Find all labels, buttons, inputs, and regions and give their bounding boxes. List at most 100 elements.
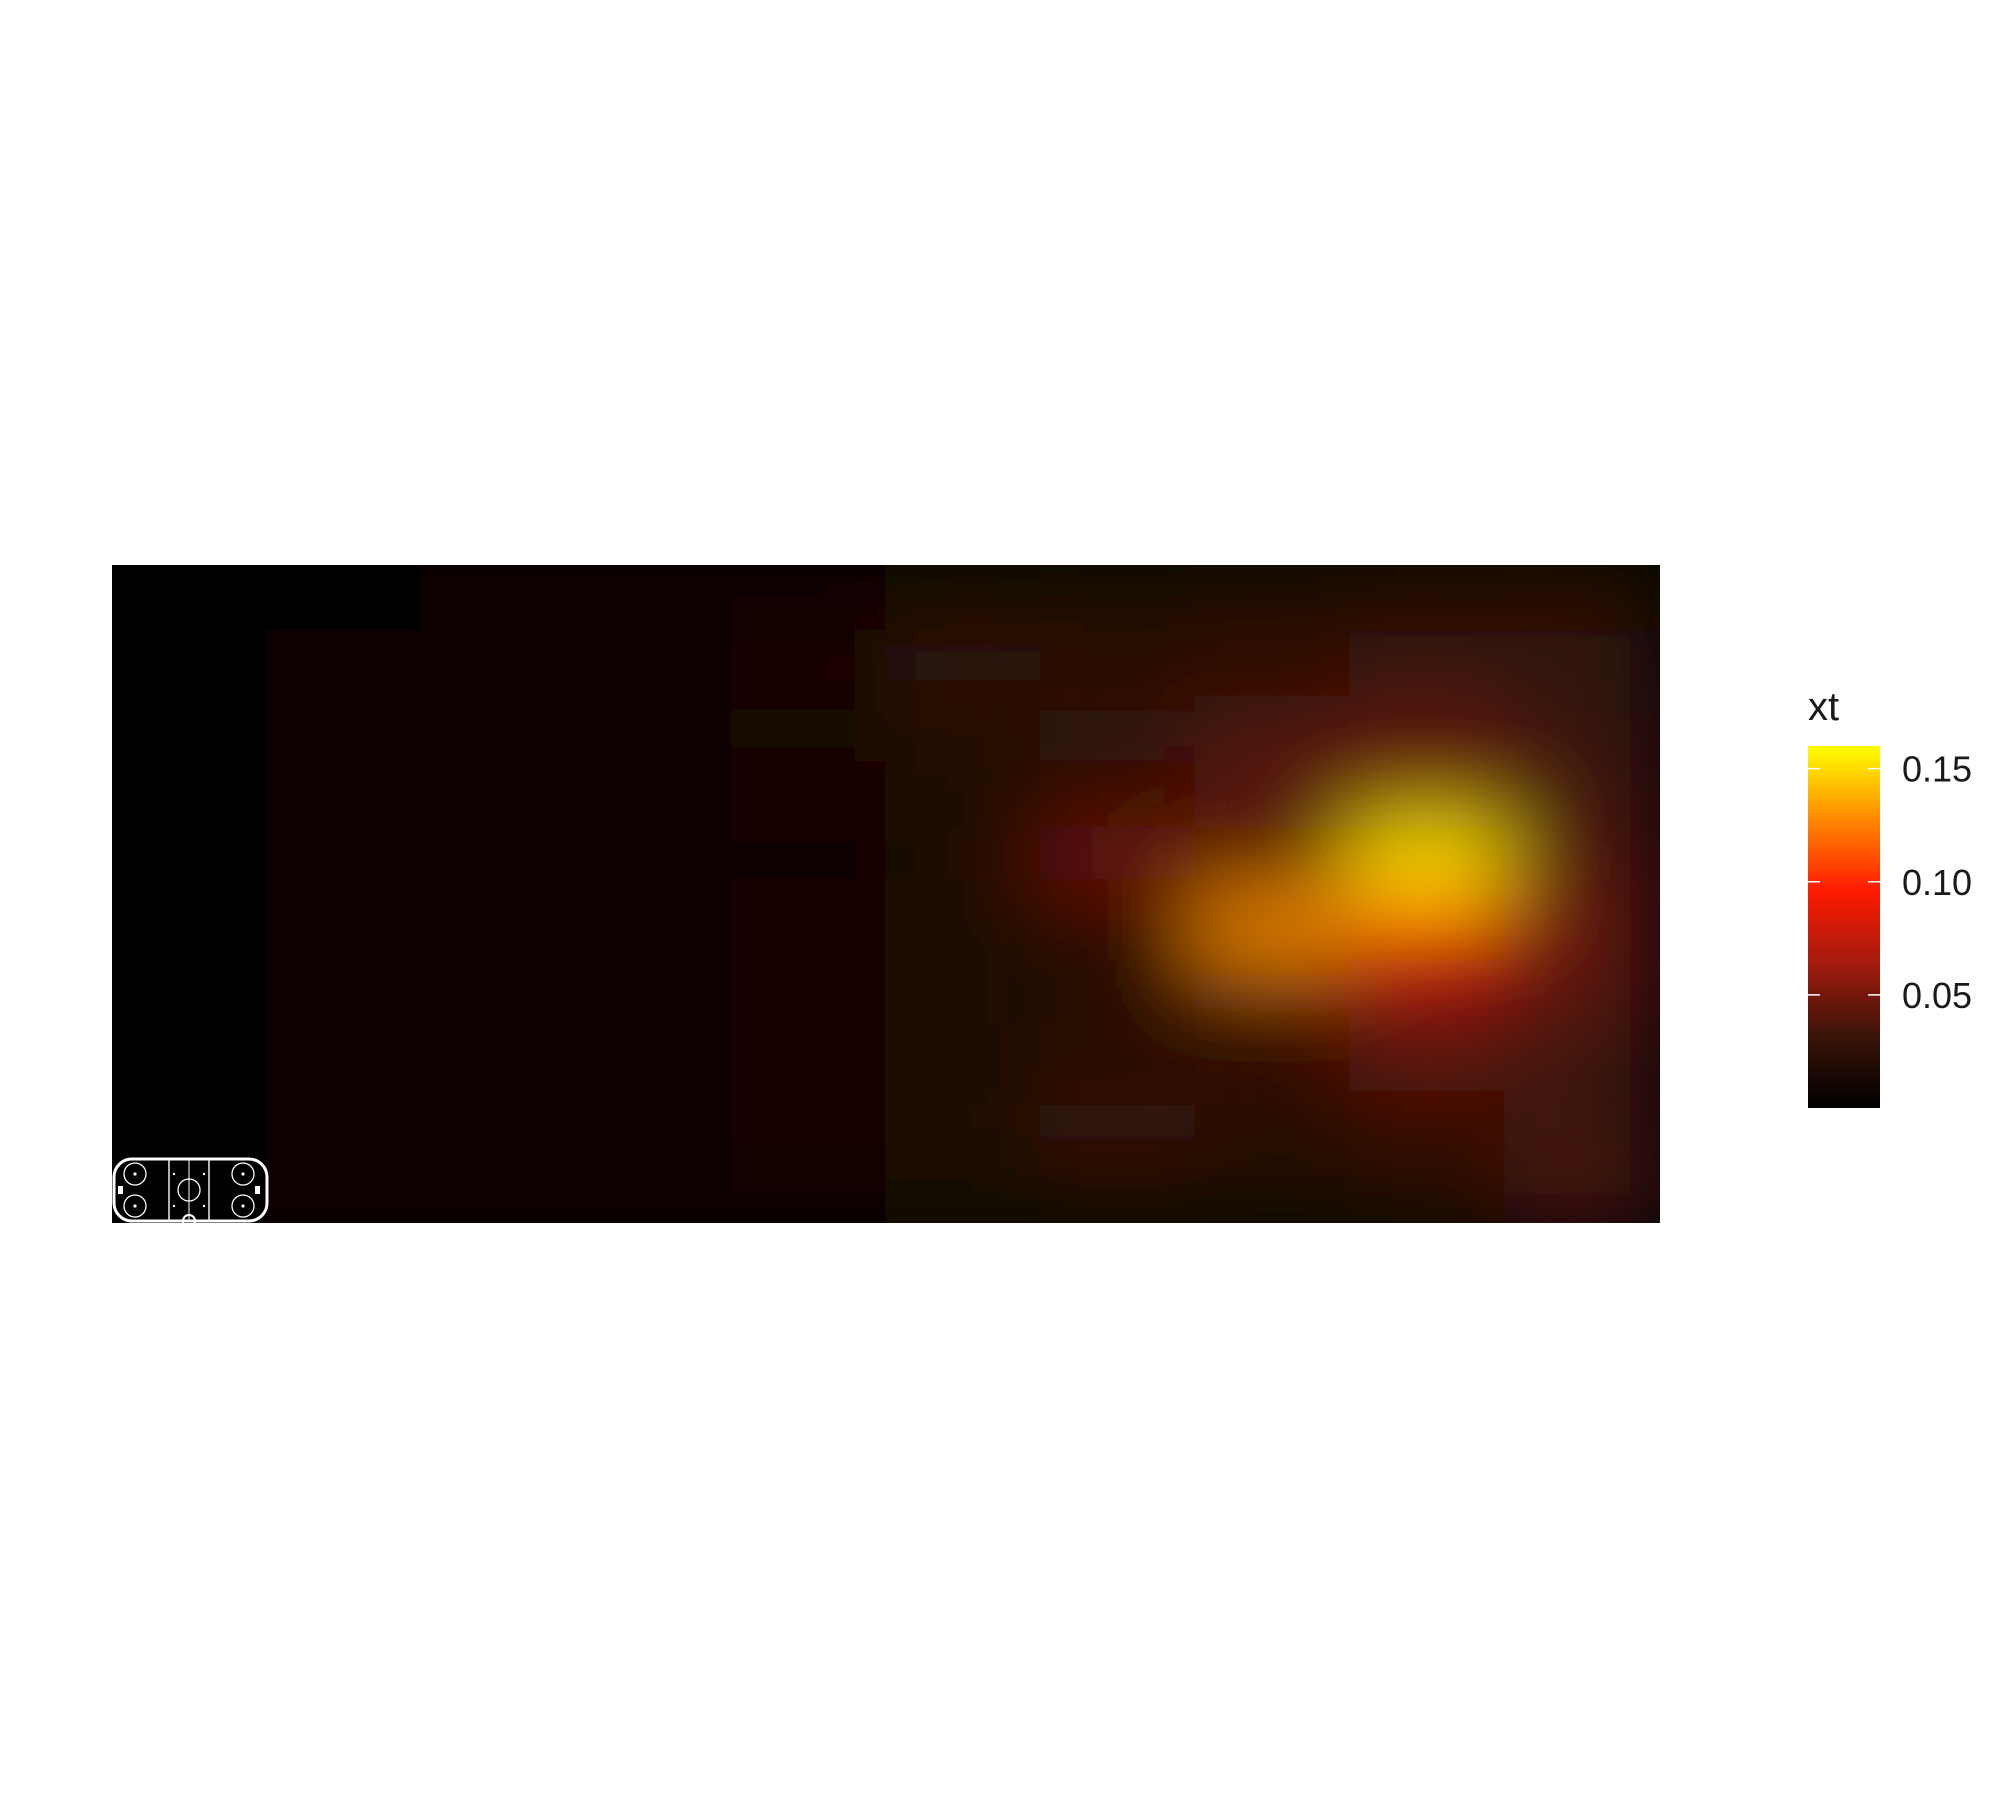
- heatmap-cell: [730, 629, 887, 698]
- heatmap-cell: [1349, 565, 1507, 632]
- heatmap-cell: [1039, 1024, 1197, 1093]
- heatmap-cell: [1039, 827, 1197, 895]
- heatmap-cell: [265, 761, 423, 830]
- heatmap-cell: [420, 1156, 578, 1223]
- heatmap-cell: [575, 1024, 733, 1093]
- heatmap-surface: [112, 565, 1660, 1223]
- heatmap-cell: [265, 695, 423, 764]
- heatmap-cell: [265, 827, 423, 895]
- heatmap-cell: [1194, 629, 1352, 698]
- heatmap-cell: [885, 958, 1042, 1027]
- heatmap-cell: [1039, 893, 1197, 961]
- heatmap-cell: [1504, 629, 1660, 698]
- heatmap-cell: [1194, 761, 1352, 830]
- heatmap-cell: [265, 893, 423, 961]
- heatmap-cell: [112, 1024, 268, 1093]
- heatmap-cell: [420, 565, 578, 632]
- heatmap-cell: [1504, 761, 1660, 830]
- heatmap-cell: [730, 1024, 887, 1093]
- heatmap-cell: [1349, 893, 1507, 961]
- heatmap-cell: [730, 958, 887, 1027]
- heatmap-cell: [1349, 1090, 1507, 1159]
- legend-tick-label: 0.05: [1902, 975, 1972, 1016]
- heatmap-cell: [1039, 695, 1197, 764]
- hockey-rink-icon: [112, 1157, 269, 1228]
- heatmap-cell: [420, 958, 578, 1027]
- heatmap-cell: [730, 893, 887, 961]
- heatmap-cell: [885, 1024, 1042, 1093]
- heatmap-cell: [730, 761, 887, 830]
- heatmap-cell: [1349, 1024, 1507, 1093]
- heatmap-cell: [730, 827, 887, 895]
- heatmap-cell: [1039, 761, 1197, 830]
- heatmap-cell: [575, 629, 733, 698]
- heatmap-cell: [575, 958, 733, 1027]
- heatmap-cell: [885, 893, 1042, 961]
- heatmap-cell: [112, 1090, 268, 1159]
- heatmap-cell: [1194, 565, 1352, 632]
- heatmap-cell: [112, 893, 268, 961]
- heatmap-cell: [1194, 827, 1352, 895]
- heatmap-cell: [1349, 958, 1507, 1027]
- heatmap-cell: [1039, 1156, 1197, 1223]
- heatmap-cell: [1039, 1090, 1197, 1159]
- heatmap-cell: [1194, 1024, 1352, 1093]
- heatmap-cell: [885, 695, 1042, 764]
- heatmap-cell: [885, 1090, 1042, 1159]
- heatmap-cell: [1504, 893, 1660, 961]
- heatmap-cell: [420, 761, 578, 830]
- heatmap-cell: [1349, 1156, 1507, 1223]
- heatmap-cell: [575, 761, 733, 830]
- heatmap-cell: [1194, 1090, 1352, 1159]
- legend-title: xt: [1808, 685, 1839, 729]
- legend-ticks: 0.05 0.10 0.15: [1808, 749, 1972, 1016]
- heatmap-cell: [265, 958, 423, 1027]
- heatmap-cell: [575, 1156, 733, 1223]
- heatmap-cell: [265, 1156, 423, 1223]
- heatmap-cell: [112, 958, 268, 1027]
- heatmap-cell: [575, 827, 733, 895]
- legend-color-bar: [1808, 746, 1880, 1108]
- heatmap-cell: [265, 1090, 423, 1159]
- heatmap-cell: [730, 565, 887, 632]
- heatmap-cell: [420, 827, 578, 895]
- heatmap-cell: [112, 629, 268, 698]
- heatmap-cell: [112, 1156, 268, 1223]
- heatmap-cell: [1504, 1156, 1660, 1223]
- heatmap-cell: [1039, 629, 1197, 698]
- heatmap-cell: [1349, 629, 1507, 698]
- heatmap-cell: [1504, 565, 1660, 632]
- heatmap-cell: [112, 761, 268, 830]
- heatmap-cell: [420, 893, 578, 961]
- heatmap-cell: [420, 1024, 578, 1093]
- heatmap-cell: [1504, 1090, 1660, 1159]
- heatmap-cell: [265, 629, 423, 698]
- heatmap-cell: [1194, 958, 1352, 1027]
- heatmap-cell: [112, 695, 268, 764]
- heatmap-cell: [112, 827, 268, 895]
- heatmap-cell: [885, 1156, 1042, 1223]
- heatmap-cell: [1504, 827, 1660, 895]
- heatmap-cell: [575, 893, 733, 961]
- heatmap-cell: [575, 1090, 733, 1159]
- heatmap-cell: [1349, 827, 1507, 895]
- heatmap-cell: [885, 827, 1042, 895]
- legend-tick-label: 0.10: [1902, 862, 1972, 903]
- heatmap-cell: [575, 565, 733, 632]
- heatmap-cell: [1504, 695, 1660, 764]
- heatmap-cell: [1349, 761, 1507, 830]
- heatmap-cell: [420, 629, 578, 698]
- heatmap-cell: [265, 1024, 423, 1093]
- heatmap-cell: [420, 695, 578, 764]
- heatmap-cell: [885, 761, 1042, 830]
- heatmap-cell: [1194, 893, 1352, 961]
- heatmap-cell: [885, 565, 1042, 632]
- heatmap-cell: [1194, 1156, 1352, 1223]
- heatmap-cell: [730, 695, 887, 764]
- legend-tick-label: 0.15: [1902, 749, 1972, 790]
- heatmap-cell: [1039, 565, 1197, 632]
- heatmap-cell: [730, 1156, 887, 1223]
- heatmap-cell: [1349, 695, 1507, 764]
- heatmap-cell: [1039, 958, 1197, 1027]
